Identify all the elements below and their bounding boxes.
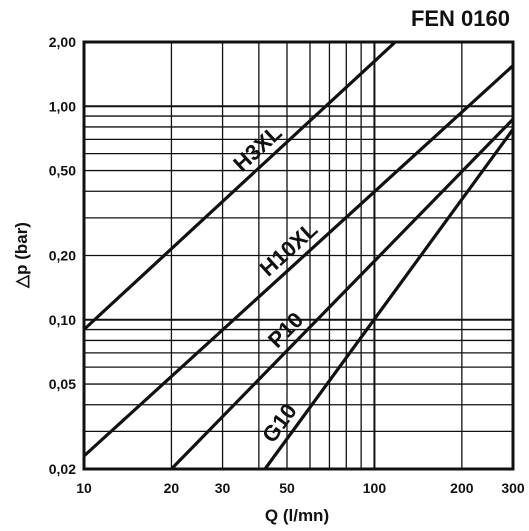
plot-frame xyxy=(82,40,515,471)
series-label-p10: P10 xyxy=(263,307,308,352)
series-line-h10xl xyxy=(82,64,515,458)
series-line-g10 xyxy=(263,128,515,470)
x-tick-label: 50 xyxy=(279,480,295,496)
y-tick-label: 0,50 xyxy=(49,163,76,179)
series-label-g10: G10 xyxy=(257,399,302,447)
x-tick-label: 300 xyxy=(501,480,525,496)
series-line-p10 xyxy=(170,118,515,471)
series-lines xyxy=(82,40,515,471)
series-line-h3xl xyxy=(82,40,397,331)
x-tick-label: 10 xyxy=(76,480,92,496)
y-tick-label: 0,02 xyxy=(49,461,76,477)
y-tick-label: 0,20 xyxy=(49,248,76,264)
x-tick-label: 30 xyxy=(215,480,231,496)
y-tick-labels: 0,02 0,05 0,10 0,20 0,50 1,00 2,00 xyxy=(49,34,76,477)
y-tick-label: 0,10 xyxy=(49,312,76,328)
y-axis-label: △p (bar) xyxy=(12,222,31,289)
x-tick-label: 100 xyxy=(363,480,387,496)
chart-title: FEN 0160 xyxy=(411,6,510,31)
x-tick-labels: 10 20 30 50 100 200 300 xyxy=(76,480,525,496)
y-tick-label: 2,00 xyxy=(49,34,76,50)
x-tick-label: 20 xyxy=(164,480,180,496)
x-axis-label: Q (l/mn) xyxy=(265,506,329,525)
y-tick-label: 1,00 xyxy=(49,98,76,114)
y-tick-label: 0,05 xyxy=(49,376,76,392)
x-tick-label: 200 xyxy=(450,480,474,496)
